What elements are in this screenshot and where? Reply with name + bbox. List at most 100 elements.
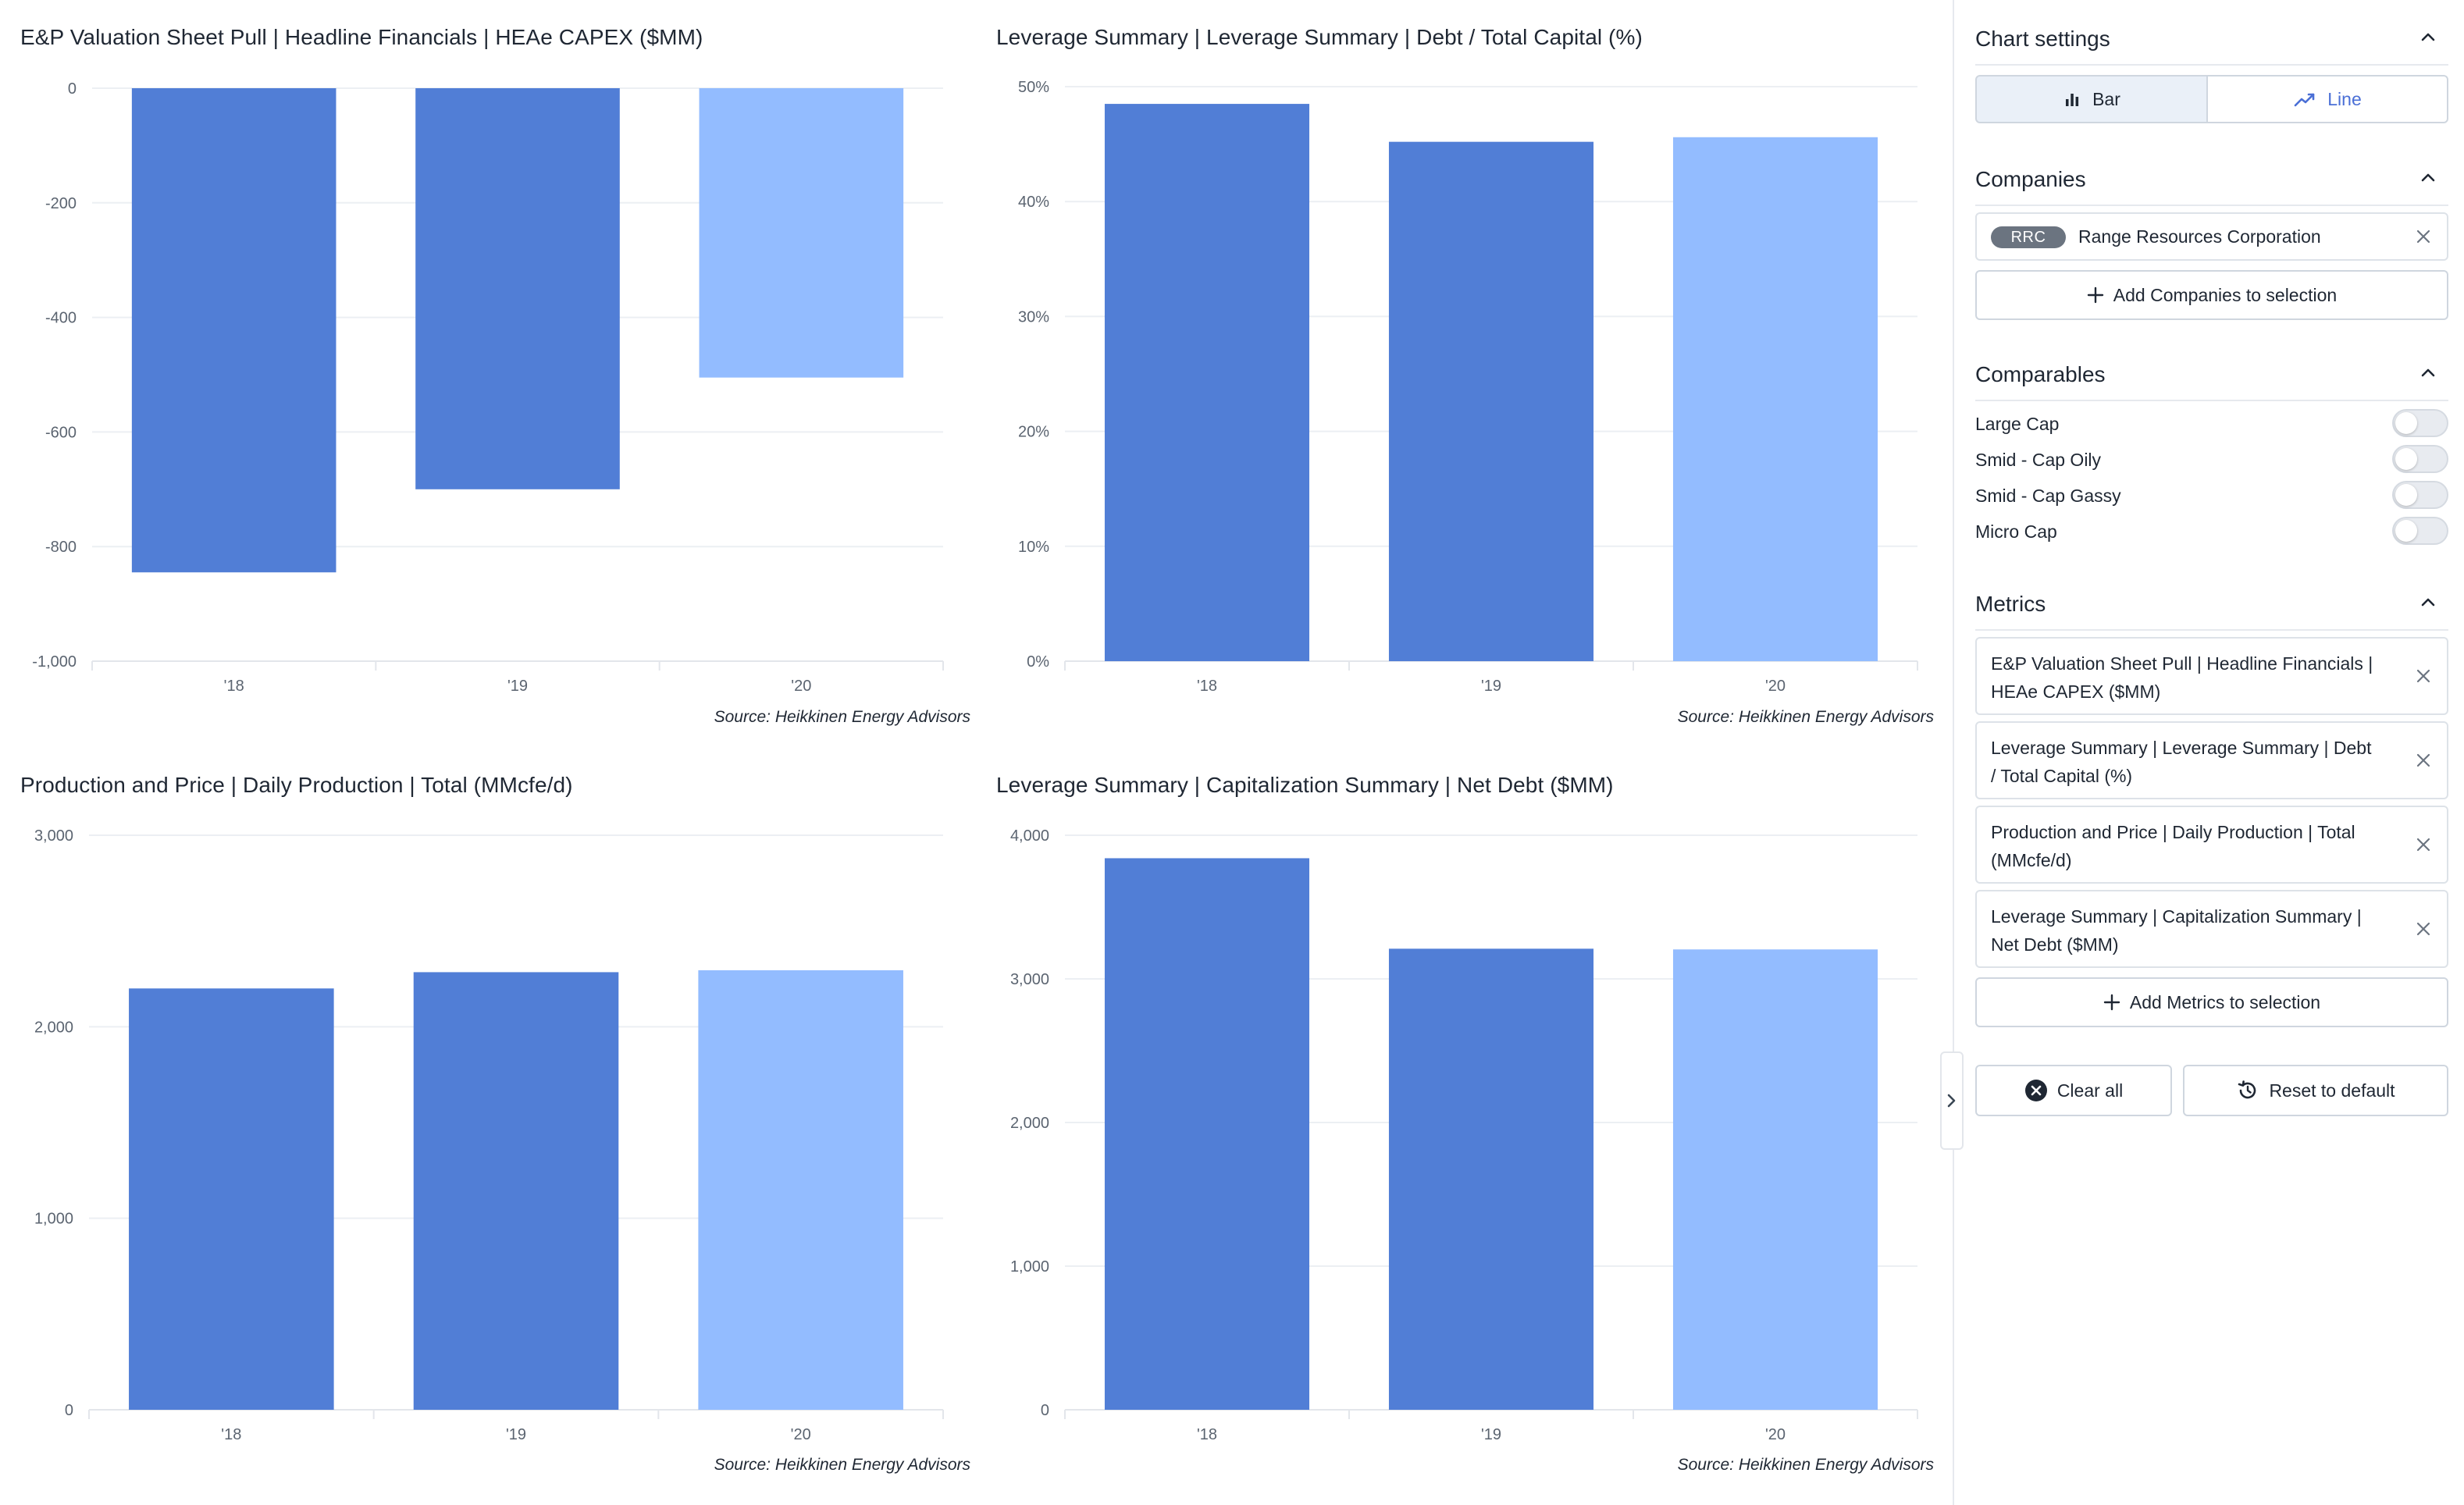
chevron-up-icon[interactable] bbox=[2419, 593, 2437, 612]
bar bbox=[1388, 948, 1594, 1410]
add-companies-button[interactable]: Add Companies to selection bbox=[1975, 270, 2448, 320]
chart-settings-sidebar: Chart settings Bar Line Companies RRC Ra… bbox=[1975, 0, 2448, 1505]
ticker-badge: RRC bbox=[1991, 226, 2066, 248]
y-tick-label: 3,000 bbox=[1010, 971, 1049, 988]
x-tick-label: '19 bbox=[1481, 1426, 1501, 1443]
x-tick-label: '20 bbox=[791, 1426, 811, 1443]
toggle-knob bbox=[2395, 484, 2417, 506]
comparable-toggle[interactable] bbox=[2392, 517, 2448, 545]
chart-source: Source: Heikkinen Energy Advisors bbox=[714, 708, 970, 726]
chevron-up-icon[interactable] bbox=[2419, 364, 2437, 382]
comparable-label: Large Cap bbox=[1975, 414, 2060, 434]
metric-label: Production and Price | Daily Production … bbox=[1991, 822, 2355, 870]
bar-chart: 0 -200 -400 -600 -800 -1,000 '18 '19 '20 bbox=[32, 80, 944, 695]
metrics-header[interactable]: Metrics bbox=[1975, 592, 2448, 631]
line-chart-icon bbox=[2294, 93, 2315, 107]
reset-to-default-button[interactable]: Reset to default bbox=[2183, 1065, 2448, 1116]
sidebar-divider bbox=[1953, 0, 1954, 1505]
remove-metric-icon[interactable] bbox=[2414, 667, 2433, 685]
y-tick-label: 0 bbox=[65, 1402, 73, 1419]
x-tick-label: '19 bbox=[1481, 678, 1501, 695]
company-item: RRC Range Resources Corporation bbox=[1975, 212, 2448, 261]
comparable-toggle[interactable] bbox=[2392, 445, 2448, 473]
comparable-toggle[interactable] bbox=[2392, 481, 2448, 509]
chart-title: E&P Valuation Sheet Pull | Headline Fina… bbox=[20, 25, 703, 49]
line-chart-toggle[interactable]: Line bbox=[2206, 75, 2448, 123]
y-tick-label: 1,000 bbox=[1010, 1258, 1049, 1276]
chevron-right-icon bbox=[1947, 1094, 1956, 1108]
chart-title: Leverage Summary | Capitalization Summar… bbox=[996, 773, 1614, 797]
chevron-up-icon[interactable] bbox=[2419, 169, 2437, 187]
y-tick-label: 0 bbox=[68, 80, 77, 98]
y-tick-label: 40% bbox=[1018, 194, 1049, 211]
section-title: Chart settings bbox=[1975, 27, 2110, 51]
x-tick-label: '18 bbox=[221, 1426, 241, 1443]
y-tick-label: -1,000 bbox=[32, 653, 77, 671]
chart-source: Source: Heikkinen Energy Advisors bbox=[1677, 1456, 1934, 1474]
chart-settings-header[interactable]: Chart settings bbox=[1975, 27, 2448, 66]
y-tick-label: 0% bbox=[1027, 653, 1049, 671]
y-tick-label: -400 bbox=[45, 310, 77, 327]
clear-all-button[interactable]: Clear all bbox=[1975, 1065, 2172, 1116]
add-companies-label: Add Companies to selection bbox=[2113, 284, 2338, 305]
companies-header[interactable]: Companies bbox=[1975, 167, 2448, 206]
bar-chart-toggle[interactable]: Bar bbox=[1975, 75, 2208, 123]
metric-item: Leverage Summary | Capitalization Summar… bbox=[1975, 890, 2448, 968]
clear-circle-icon bbox=[2024, 1080, 2047, 1101]
remove-metric-icon[interactable] bbox=[2414, 920, 2433, 938]
chart-panel-capex: E&P Valuation Sheet Pull | Headline Fina… bbox=[20, 0, 973, 749]
bar-chart-icon bbox=[2066, 94, 2079, 106]
toggle-knob bbox=[2395, 412, 2417, 434]
metric-label: Leverage Summary | Capitalization Summar… bbox=[1991, 906, 2362, 955]
x-tick-label: '19 bbox=[507, 678, 528, 695]
y-tick-label: 20% bbox=[1018, 424, 1049, 441]
comparables-header[interactable]: Comparables bbox=[1975, 362, 2448, 401]
x-tick-label: '18 bbox=[224, 678, 244, 695]
y-tick-label: 2,000 bbox=[1010, 1115, 1049, 1132]
add-metrics-button[interactable]: Add Metrics to selection bbox=[1975, 977, 2448, 1027]
chart-panel-daily-production: Production and Price | Daily Production … bbox=[20, 748, 973, 1497]
comparable-row-large-cap: Large Cap bbox=[1975, 407, 2448, 439]
remove-metric-icon[interactable] bbox=[2414, 835, 2433, 854]
metric-label: Leverage Summary | Leverage Summary | De… bbox=[1991, 738, 2372, 786]
bar bbox=[415, 88, 620, 489]
y-tick-label: 30% bbox=[1018, 308, 1049, 326]
bar bbox=[698, 970, 903, 1410]
y-tick-label: -600 bbox=[45, 424, 77, 441]
comparable-toggle[interactable] bbox=[2392, 409, 2448, 437]
line-label: Line bbox=[2327, 88, 2362, 109]
reset-history-icon bbox=[2238, 1080, 2256, 1099]
plus-icon bbox=[2103, 994, 2120, 1011]
chart-panel-debt-to-capital: Leverage Summary | Leverage Summary | De… bbox=[996, 0, 1934, 749]
bar-chart: 0 1,000 2,000 3,000 '18 '19 '20 bbox=[34, 827, 944, 1443]
clear-all-label: Clear all bbox=[2056, 1080, 2124, 1101]
comparable-label: Micro Cap bbox=[1975, 521, 2057, 542]
remove-metric-icon[interactable] bbox=[2414, 751, 2433, 770]
comparable-row-micro-cap: Micro Cap bbox=[1975, 515, 2448, 546]
toggle-knob bbox=[2395, 448, 2417, 470]
bar bbox=[1104, 858, 1310, 1410]
toggle-knob bbox=[2395, 520, 2417, 542]
chevron-up-icon[interactable] bbox=[2419, 28, 2437, 47]
y-tick-label: 2,000 bbox=[34, 1019, 73, 1036]
remove-company-icon[interactable] bbox=[2414, 227, 2433, 246]
x-tick-label: '20 bbox=[791, 678, 811, 695]
charts-area: E&P Valuation Sheet Pull | Headline Fina… bbox=[20, 0, 1934, 1497]
comparable-label: Smid - Cap Oily bbox=[1975, 450, 2102, 470]
section-title: Companies bbox=[1975, 167, 2086, 191]
collapse-sidebar-button[interactable] bbox=[1940, 1051, 1964, 1150]
comparable-label: Smid - Cap Gassy bbox=[1975, 486, 2121, 506]
bar bbox=[1672, 949, 1878, 1410]
bar bbox=[699, 88, 904, 378]
chart-source: Source: Heikkinen Energy Advisors bbox=[714, 1456, 970, 1474]
bar bbox=[413, 972, 619, 1410]
y-tick-label: 0 bbox=[1041, 1402, 1049, 1419]
bar-chart: 0% 10% 20% 30% 40% 50% '18 '19 '20 bbox=[1018, 79, 1918, 695]
comparable-row-smid-cap-gassy: Smid - Cap Gassy bbox=[1975, 479, 2448, 511]
y-tick-label: -200 bbox=[45, 195, 77, 212]
metric-label: E&P Valuation Sheet Pull | Headline Fina… bbox=[1991, 653, 2373, 702]
chart-title: Leverage Summary | Leverage Summary | De… bbox=[996, 25, 1643, 49]
reset-label: Reset to default bbox=[2269, 1080, 2395, 1101]
y-tick-label: 4,000 bbox=[1010, 827, 1049, 845]
metric-item: Leverage Summary | Leverage Summary | De… bbox=[1975, 721, 2448, 799]
